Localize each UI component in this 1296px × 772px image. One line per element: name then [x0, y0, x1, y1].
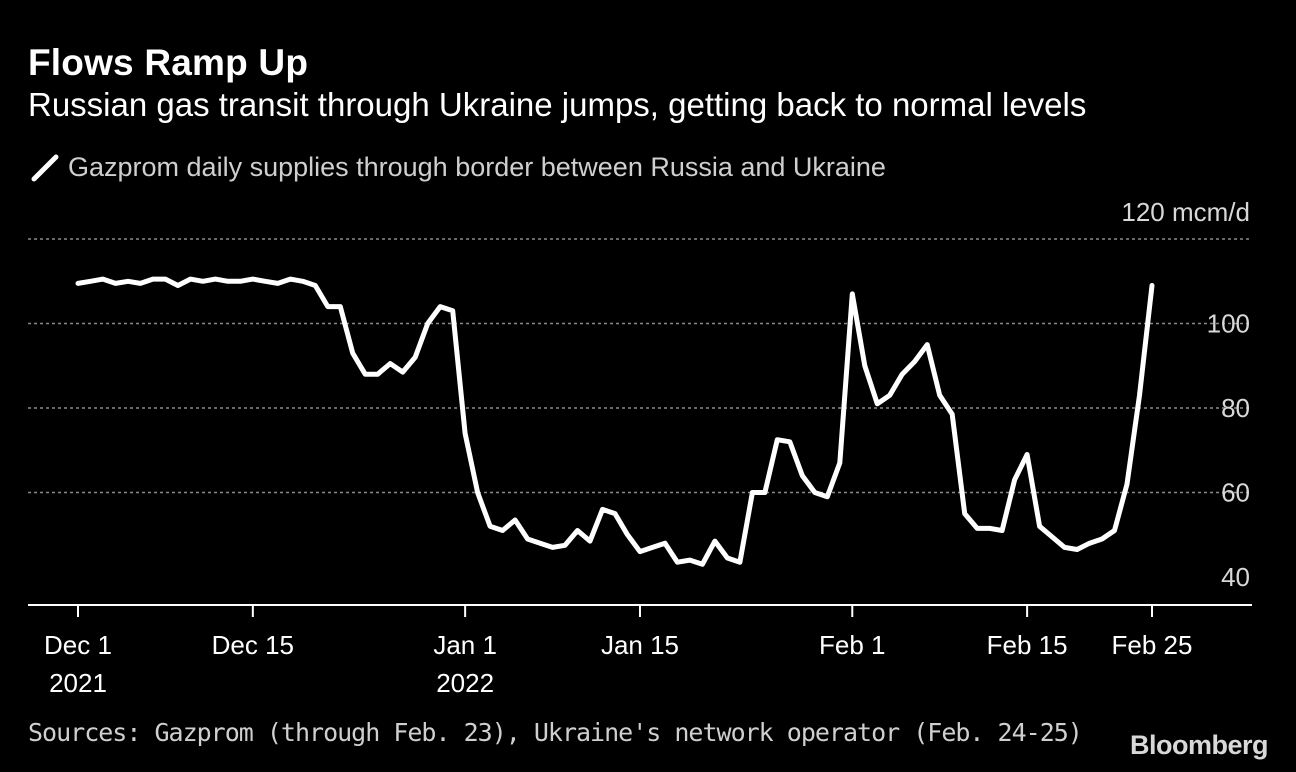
series-group: [75, 276, 1155, 567]
source-note: Sources: Gazprom (through Feb. 23), Ukra…: [28, 718, 1083, 747]
y-tick-label: 60: [1221, 478, 1250, 508]
x-tick-label: Feb 15: [987, 630, 1068, 660]
y-tick-label: 80: [1221, 393, 1250, 423]
legend-line-icon: [31, 154, 59, 181]
x-tick-sublabel: 2021: [49, 668, 107, 698]
x-tick-label: Dec 1: [44, 630, 112, 660]
chart-subtitle: Russian gas transit through Ukraine jump…: [28, 86, 1087, 123]
bloomberg-logo: Bloomberg: [1129, 730, 1269, 760]
series-line: [75, 276, 1155, 567]
x-axis: Dec 1 2021 Dec 15 Jan 1 2022 Jan 15 Feb 1 Feb 1…: [28, 604, 1252, 698]
legend: Gazprom daily supplies through border be…: [30, 152, 886, 183]
y-tick-label: 40: [1221, 562, 1250, 592]
legend-label: Gazprom daily supplies through border be…: [68, 152, 886, 182]
x-tick-label: Feb 1: [819, 630, 886, 660]
x-tick-sublabel: 2022: [436, 668, 494, 698]
y-tick-label: 120 mcm/d: [1121, 197, 1250, 227]
x-tick-label: Dec 15: [212, 630, 294, 660]
x-tick-label: Feb 25: [1112, 630, 1193, 660]
y-axis-ticks: 40 60 80 100 120 mcm/d: [1121, 197, 1250, 592]
gridlines: [28, 238, 1252, 494]
y-tick-label: 100: [1207, 309, 1250, 339]
x-tick-label: Jan 1: [433, 630, 497, 660]
x-tick-label: Jan 15: [601, 630, 679, 660]
chart-title: Flows Ramp Up: [28, 42, 309, 83]
